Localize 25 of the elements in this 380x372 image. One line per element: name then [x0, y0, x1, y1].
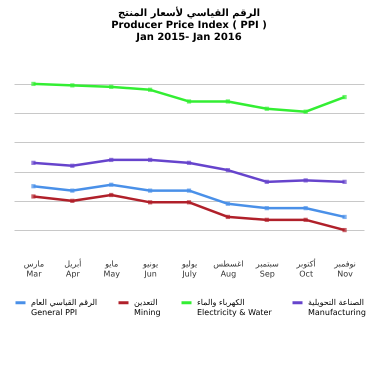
- point: [264, 218, 269, 222]
- point: [31, 160, 36, 165]
- point: [70, 188, 74, 193]
- point: [304, 110, 308, 114]
- point: [186, 160, 192, 165]
- point: [264, 180, 269, 184]
- point: [70, 164, 74, 168]
- point: [148, 200, 152, 204]
- point: [264, 206, 269, 210]
- point: [31, 184, 36, 188]
- point: [70, 83, 74, 88]
- point: [70, 198, 74, 203]
- point: [264, 106, 269, 111]
- point: [304, 206, 308, 210]
- point: [109, 192, 114, 198]
- point: [342, 180, 347, 184]
- point: [226, 168, 230, 172]
- point: [109, 158, 114, 162]
- point: [226, 202, 230, 206]
- point: [109, 84, 114, 89]
- point: [186, 200, 192, 204]
- point: [304, 178, 308, 183]
- point: [109, 182, 114, 187]
- point: [304, 218, 308, 222]
- point: [148, 88, 152, 92]
